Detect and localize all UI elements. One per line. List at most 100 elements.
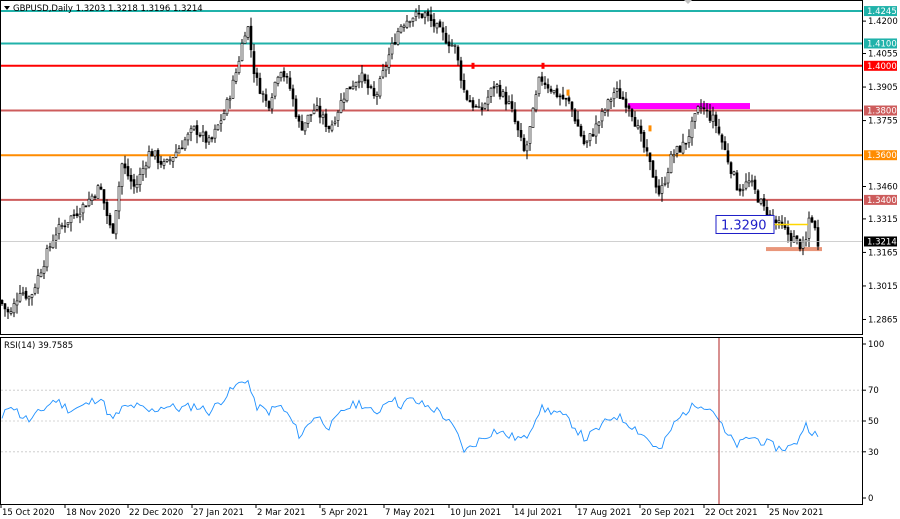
candle-body xyxy=(741,188,745,191)
candle-body xyxy=(498,84,502,97)
rsi-header: RSI(14) 39.7585 xyxy=(4,341,73,351)
candle-body xyxy=(711,114,715,122)
candle-body xyxy=(231,79,235,99)
candle-body xyxy=(549,88,553,92)
candle-body xyxy=(576,119,580,127)
candle-body xyxy=(645,147,649,152)
candle-body xyxy=(675,146,679,154)
candle-body xyxy=(57,224,61,235)
candle-body xyxy=(657,185,661,195)
symbol-dropdown-icon[interactable] xyxy=(4,6,10,10)
candle-body xyxy=(213,128,217,139)
candle-body xyxy=(117,185,121,212)
candle-body xyxy=(354,81,358,87)
x-tick-label: 20 Sep 2021 xyxy=(641,508,695,518)
candle-body xyxy=(153,150,157,157)
candle-body xyxy=(483,103,487,109)
x-tick-label: 10 Jun 2021 xyxy=(450,508,501,518)
candle-body xyxy=(444,32,448,44)
candle-body xyxy=(315,105,319,110)
candle-body xyxy=(33,287,37,294)
level-price-label: 1.4100 xyxy=(867,39,897,49)
y-tick-label: 1.3315 xyxy=(868,215,898,225)
candle-body xyxy=(507,101,511,104)
candle-body xyxy=(210,137,214,140)
candle-body xyxy=(168,159,172,162)
current-price-tag xyxy=(864,236,897,247)
candle-body xyxy=(633,117,637,127)
candle-body xyxy=(129,174,133,182)
level-price-tag xyxy=(864,38,897,49)
candle-body xyxy=(390,42,394,55)
candle-body xyxy=(405,20,409,28)
candle-body xyxy=(177,148,181,154)
candle-body xyxy=(384,66,388,71)
candle-body xyxy=(306,114,310,124)
x-tick-label: 2 Mar 2021 xyxy=(257,508,305,518)
candle-body xyxy=(207,137,211,143)
candle-body xyxy=(366,79,370,89)
candle-body xyxy=(99,186,103,190)
candle-body xyxy=(123,163,127,169)
candle-body xyxy=(783,224,787,229)
candle-body xyxy=(789,233,793,242)
candle-body xyxy=(156,149,160,163)
candle-body xyxy=(159,160,163,165)
candle-body xyxy=(423,12,427,18)
candle-body xyxy=(726,150,730,163)
candle-body xyxy=(288,77,292,89)
candle-body xyxy=(597,121,601,126)
candle-body xyxy=(300,121,304,131)
candle-body xyxy=(237,60,241,73)
candle-body xyxy=(348,86,352,90)
candle-body xyxy=(618,88,622,99)
candle-body xyxy=(750,180,754,183)
candle-body xyxy=(495,84,499,87)
candle-body xyxy=(270,97,274,110)
candle-body xyxy=(447,41,451,47)
candle-body xyxy=(378,78,382,97)
candle-body xyxy=(360,72,364,83)
rsi-y-tick-label: 70 xyxy=(868,386,879,396)
x-tick-label: 15 Oct 2020 xyxy=(2,508,55,518)
candle-body xyxy=(558,95,562,98)
candle-body xyxy=(669,153,673,173)
candle-body xyxy=(141,168,145,175)
candle-body xyxy=(492,86,496,89)
candle-body xyxy=(90,195,94,201)
x-tick-label: 27 Jan 2021 xyxy=(193,508,244,518)
current-price-label: 1.3214 xyxy=(867,237,897,247)
candle-body xyxy=(396,30,400,45)
candle-body xyxy=(579,125,583,137)
candle-body xyxy=(150,151,154,157)
level-price-label: 1.3400 xyxy=(867,196,897,206)
candle-body xyxy=(570,101,574,110)
candle-body xyxy=(303,122,307,132)
candle-body xyxy=(69,215,73,223)
candle-body xyxy=(15,300,19,306)
symbol-header: GBPUSD,Daily 1.3203 1.3218 1.3196 1.3214 xyxy=(13,4,203,14)
candle-body xyxy=(201,131,205,137)
candle-body xyxy=(84,205,88,208)
rsi-y-tick-label: 30 xyxy=(868,448,879,458)
candle-body xyxy=(279,72,283,79)
y-tick-label: 1.3755 xyxy=(868,117,898,127)
candle-body xyxy=(663,182,667,185)
candle-body xyxy=(195,125,199,135)
candle-body xyxy=(54,234,58,241)
candle-body xyxy=(525,144,529,152)
candle-body xyxy=(798,239,802,250)
candle-body xyxy=(543,82,547,85)
candle-body xyxy=(747,180,751,184)
candle-body xyxy=(240,43,244,61)
candle-body xyxy=(795,235,799,239)
candle-body xyxy=(426,11,430,16)
candle-body xyxy=(3,303,7,310)
candle-body xyxy=(183,139,187,150)
level-price-tag xyxy=(864,60,897,71)
candle-body xyxy=(216,124,220,130)
candle-body xyxy=(546,84,550,89)
candle-body xyxy=(72,214,76,216)
candle-body xyxy=(96,185,100,199)
candle-body xyxy=(345,88,349,102)
